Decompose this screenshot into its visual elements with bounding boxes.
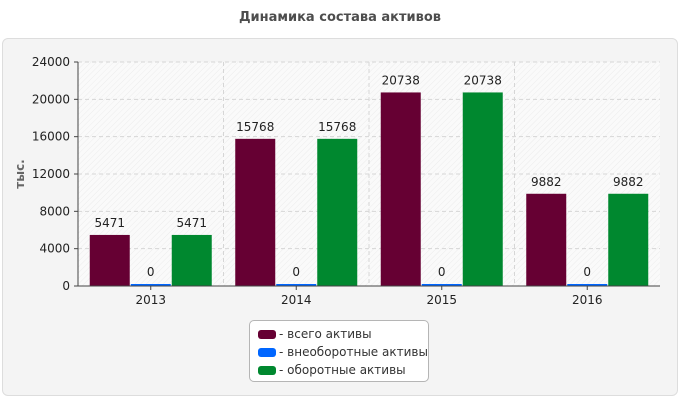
bar — [567, 284, 608, 286]
bar — [235, 138, 276, 286]
data-label: 0 — [292, 265, 300, 279]
bar — [276, 284, 317, 286]
data-label: 0 — [583, 265, 591, 279]
bars: 5471 0 5471 15768 0 15768 20738 0 20738 9882 0 9882 — [89, 73, 649, 286]
bar — [380, 92, 421, 286]
chart-title: Динамика состава активов — [238, 10, 442, 25]
bar — [317, 138, 358, 286]
legend-label-total: - всего активы — [279, 327, 372, 341]
bar — [171, 234, 212, 286]
bar — [462, 92, 503, 286]
data-label: 15768 — [236, 120, 274, 134]
y-tick-label: 20000 — [32, 92, 70, 106]
bar — [421, 284, 462, 286]
data-label: 5471 — [94, 216, 125, 230]
legend-item: - всего активы — [258, 325, 428, 343]
legend-label-current: - оборотные активы — [279, 363, 406, 377]
legend-swatch-total — [258, 329, 276, 339]
bar — [130, 284, 171, 286]
x-tick-label: 2015 — [426, 293, 457, 307]
y-tick-label: 16000 — [32, 130, 70, 144]
bar — [608, 193, 649, 286]
data-label: 0 — [438, 265, 446, 279]
y-tick-label: 8000 — [39, 204, 70, 218]
data-label: 0 — [147, 265, 155, 279]
data-label: 9882 — [613, 175, 644, 189]
data-label: 20738 — [464, 73, 502, 87]
axes: 0 4000 8000 12000 16000 20000 24000 2013 2014 201… — [32, 55, 660, 307]
legend-label-noncurrent: - внеоборотные активы — [279, 345, 428, 359]
data-label: 9882 — [531, 175, 562, 189]
x-tick-label: 2014 — [281, 293, 312, 307]
bar — [89, 234, 130, 286]
data-label: 20738 — [382, 73, 420, 87]
y-axis-label: тыс. — [13, 159, 27, 188]
data-label: 15768 — [318, 120, 356, 134]
bar — [526, 193, 567, 286]
legend-item: - внеоборотные активы — [258, 343, 428, 361]
y-tick-label: 0 — [62, 279, 70, 293]
legend-swatch-current — [258, 365, 276, 375]
x-tick-label: 2013 — [135, 293, 166, 307]
data-label: 5471 — [176, 216, 207, 230]
legend-item: - оборотные активы — [258, 361, 428, 379]
y-tick-label: 24000 — [32, 55, 70, 69]
y-tick-label: 12000 — [32, 167, 70, 181]
y-tick-label: 4000 — [39, 242, 70, 256]
legend-swatch-noncurrent — [258, 347, 276, 357]
x-tick-label: 2016 — [572, 293, 603, 307]
legend: - всего активы - внеоборотные активы - о… — [249, 320, 429, 382]
